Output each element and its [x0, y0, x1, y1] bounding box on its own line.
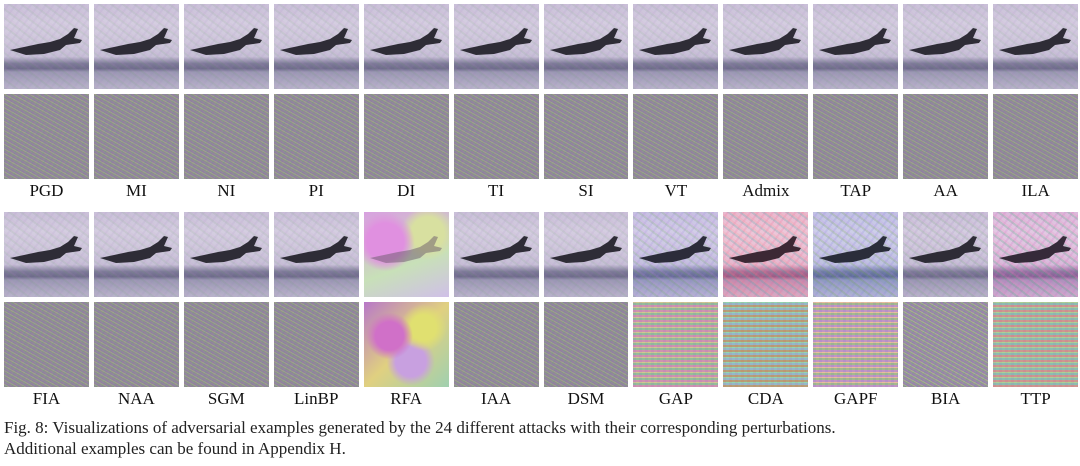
- attack-label: GAPF: [834, 389, 878, 408]
- perturbation-dsm: [543, 302, 629, 387]
- figure-grid: PGD MI NI PI DI TI SI VT Admix TAP AA IL…: [4, 4, 1079, 420]
- adv-image-si: [543, 4, 629, 89]
- attack-label: TTP: [1020, 389, 1051, 408]
- adv-image-mi: [93, 4, 179, 89]
- adv-image-sgm: [183, 212, 269, 297]
- attack-label: BIA: [931, 389, 961, 408]
- attack-label: NAA: [117, 389, 155, 408]
- perturbation-linbp: [273, 302, 359, 387]
- adv-image-linbp: [273, 212, 359, 297]
- adv-image-ti: [453, 4, 539, 89]
- adv-image-aa: [903, 4, 989, 89]
- adv-image-di: [363, 4, 449, 89]
- attack-label: SI: [578, 181, 594, 200]
- caption-line-1: Fig. 8: Visualizations of adversarial ex…: [4, 418, 836, 437]
- perturbation-ti: [453, 94, 539, 179]
- adv-image-naa: [93, 212, 179, 297]
- perturbation-di: [363, 94, 449, 179]
- row1-images: [4, 4, 1079, 89]
- attack-label: DSM: [567, 389, 605, 408]
- adv-image-tap: [813, 4, 899, 89]
- adv-image-gap: [633, 212, 719, 297]
- perturbation-sgm: [183, 302, 269, 387]
- attack-label: NI: [217, 181, 236, 200]
- adv-image-rfa: [363, 212, 449, 297]
- attack-label: GAP: [658, 389, 693, 408]
- perturbation-tap: [813, 94, 899, 179]
- perturbation-aa: [903, 94, 989, 179]
- perturbation-gap: [633, 302, 719, 387]
- adv-image-gapf: [813, 212, 899, 297]
- row2-perturbations: [4, 302, 1079, 387]
- perturbation-iaa: [453, 302, 539, 387]
- adv-image-fia: [4, 212, 89, 297]
- row2-labels: FIA NAA SGM LinBP RFA IAA DSM GAP CDA GA…: [4, 389, 1078, 409]
- attack-label: FIA: [32, 389, 61, 408]
- adv-image-cda: [723, 212, 809, 297]
- attack-label: Admix: [742, 181, 790, 200]
- perturbation-admix: [723, 94, 809, 179]
- attack-label: ILA: [1021, 181, 1050, 200]
- attack-label: AA: [933, 181, 958, 200]
- adv-image-ttp: [993, 212, 1079, 297]
- attack-label: MI: [125, 181, 147, 200]
- attack-label: PI: [308, 181, 324, 200]
- caption-line-2: Additional examples can be found in Appe…: [4, 439, 346, 458]
- adv-image-pi: [273, 4, 359, 89]
- attack-label: CDA: [747, 389, 784, 408]
- perturbation-naa: [93, 302, 179, 387]
- row1-perturbations: [4, 94, 1079, 179]
- perturbation-pgd: [4, 94, 89, 179]
- perturbation-ni: [183, 94, 269, 179]
- perturbation-vt: [633, 94, 719, 179]
- perturbation-pi: [273, 94, 359, 179]
- adv-image-admix: [723, 4, 809, 89]
- attack-label: RFA: [390, 389, 423, 408]
- attack-label: SGM: [207, 389, 245, 408]
- attack-label: VT: [664, 181, 688, 200]
- attack-label: TI: [488, 181, 505, 200]
- row1-labels: PGD MI NI PI DI TI SI VT Admix TAP AA IL…: [4, 181, 1078, 201]
- attack-label: TAP: [840, 181, 872, 200]
- perturbation-rfa: [363, 302, 449, 387]
- perturbation-ila: [993, 94, 1079, 179]
- perturbation-gapf: [813, 302, 899, 387]
- adv-image-ila: [993, 4, 1079, 89]
- attack-label: PGD: [29, 181, 64, 200]
- figure-caption: Fig. 8: Visualizations of adversarial ex…: [4, 417, 1076, 459]
- perturbation-mi: [93, 94, 179, 179]
- attack-label: LinBP: [294, 389, 339, 408]
- perturbation-si: [543, 94, 629, 179]
- perturbation-fia: [4, 302, 89, 387]
- adv-image-ni: [183, 4, 269, 89]
- adv-image-dsm: [543, 212, 629, 297]
- perturbation-cda: [723, 302, 809, 387]
- adv-image-bia: [903, 212, 989, 297]
- adv-image-pgd: [4, 4, 89, 89]
- adv-image-vt: [633, 4, 719, 89]
- attack-label: IAA: [480, 389, 512, 408]
- attack-label: DI: [397, 181, 416, 200]
- row2-images: [4, 212, 1079, 297]
- adv-image-iaa: [453, 212, 539, 297]
- perturbation-bia: [903, 302, 989, 387]
- perturbation-ttp: [993, 302, 1079, 387]
